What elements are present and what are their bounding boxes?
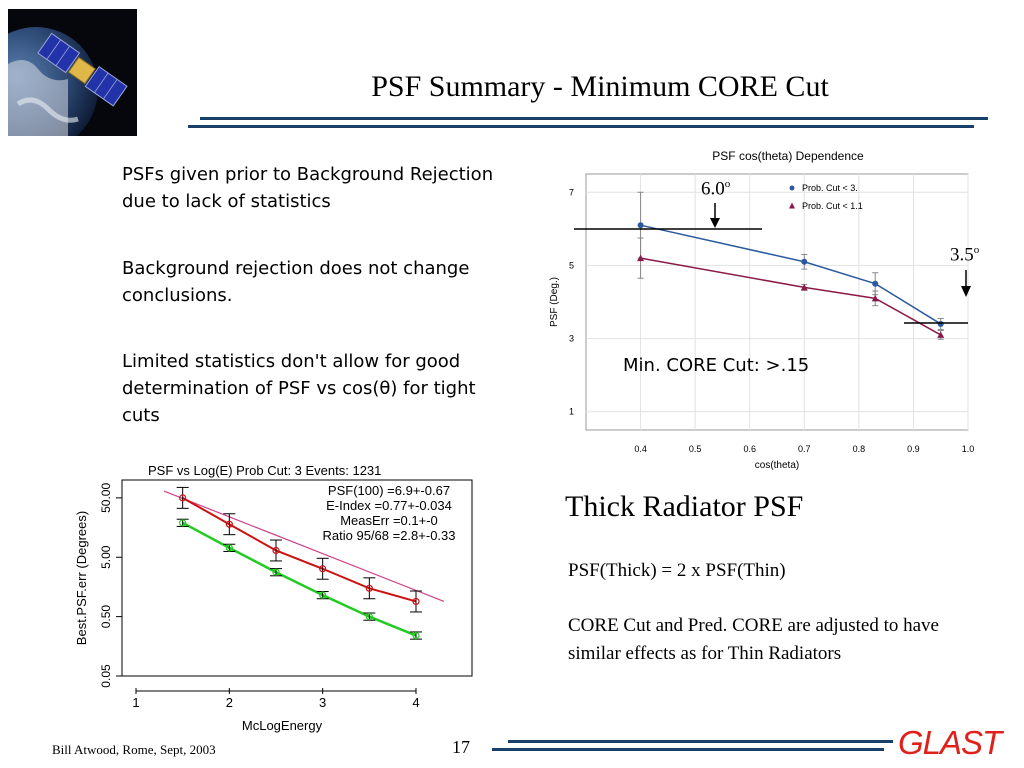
chart2-point — [365, 613, 373, 621]
chart1-xtick-label: 0.6 — [743, 444, 756, 454]
chart1-point — [871, 294, 879, 302]
chart2-xtick-label: 2 — [226, 695, 233, 710]
annotation-35-deg: 3.5o — [950, 244, 980, 266]
chart2-point — [225, 544, 233, 552]
chart1-point — [637, 222, 644, 229]
chart2-xtick-label: 4 — [412, 695, 419, 710]
chart1-title: PSF cos(theta) Dependence — [712, 149, 864, 163]
glast-logo: GLAST — [898, 724, 1002, 761]
arrow-6-icon — [710, 218, 720, 228]
chart2-point — [179, 494, 187, 502]
chart2-point — [179, 519, 187, 527]
chart2-point — [272, 546, 280, 555]
psf-costheta-chart: PSF cos(theta) Dependence 0.4 0.5 0.6 0.7 0.… — [549, 149, 975, 471]
chart1-series-line — [640, 224, 942, 325]
bullet-3: Limited statistics don't allow for good … — [122, 351, 476, 426]
chart1-ytick-label: 5 — [569, 260, 574, 270]
chart2-plot-area — [121, 479, 473, 677]
chart2-ytick-label: 0.05 — [99, 664, 113, 688]
chart2-point — [225, 520, 233, 528]
psf-vs-loge-chart: PSF vs Log(E) Prob Cut: 3 Events: 1231 1… — [74, 463, 473, 733]
chart2-point — [319, 591, 327, 599]
chart2-ytick-label: 0.50 — [99, 605, 113, 629]
bullet-1: PSFs given prior to Background Rejection… — [122, 164, 494, 212]
chart2-point — [365, 584, 373, 592]
chart2-annotation: MeasErr =0.1+-0 — [340, 513, 438, 528]
chart1-xtick-label: 0.9 — [907, 444, 920, 454]
arrow-35-icon — [961, 286, 971, 297]
chart1-legend-label: Prob. Cut < 1.1 — [802, 201, 863, 211]
chart1-series-line — [640, 257, 942, 336]
thick-radiator-line-1: PSF(Thick) = 2 x PSF(Thin) — [568, 560, 786, 581]
chart1-ytick-label: 7 — [569, 187, 574, 197]
chart2-series-line — [182, 521, 417, 637]
chart2-ytick-label: 50.00 — [99, 483, 113, 513]
chart1-ytick-label: 1 — [569, 407, 574, 417]
satellite-image — [8, 9, 137, 136]
chart2-point — [412, 597, 420, 606]
chart1-point — [937, 331, 945, 338]
footer-author: Bill Atwood, Rome, Sept, 2003 — [52, 742, 216, 757]
annotation-6-deg: 6.0o — [701, 178, 731, 200]
chart2-annotation: Ratio 95/68 =2.8+-0.33 — [323, 528, 456, 543]
min-core-cut-label: Min. CORE Cut: >.15 — [623, 355, 810, 376]
chart1-legend-label: Prob. Cut < 3. — [802, 183, 858, 193]
chart1-point — [637, 254, 645, 262]
chart1-xtick-label: 0.5 — [689, 444, 702, 454]
chart2-title: PSF vs Log(E) Prob Cut: 3 Events: 1231 — [148, 463, 381, 478]
chart1-ytick-label: 3 — [569, 334, 574, 344]
chart2-xtick-label: 3 — [319, 695, 326, 710]
chart2-xlabel: McLogEnergy — [242, 718, 323, 733]
chart2-annotation: PSF(100) =6.9+-0.67 — [328, 483, 450, 498]
thick-radiator-line-2: CORE Cut and Pred. CORE are adjusted to … — [568, 615, 939, 664]
chart1-point — [872, 280, 879, 287]
slide-title: PSF Summary - Minimum CORE Cut — [371, 70, 829, 103]
chart1-xtick-label: 0.8 — [853, 444, 866, 454]
chart1-point — [800, 283, 808, 291]
chart1-legend-marker — [789, 185, 795, 191]
chart2-ytick-label: 5.00 — [99, 545, 113, 569]
chart1-xtick-label: 0.4 — [634, 444, 647, 454]
bullet-2: Background rejection does not change con… — [122, 258, 470, 306]
chart1-xlabel: cos(theta) — [755, 460, 799, 471]
chart1-xtick-label: 1.0 — [962, 444, 975, 454]
chart2-point — [319, 565, 327, 573]
chart2-point — [272, 568, 280, 576]
title-rule-bottom — [188, 125, 974, 128]
chart1-ylabel: PSF (Deg.) — [549, 277, 560, 327]
title-rule-top — [200, 117, 988, 120]
chart1-point — [801, 258, 808, 265]
chart2-xtick-label: 1 — [132, 695, 139, 710]
chart2-point — [412, 631, 420, 640]
chart2-ylabel: Best.PSF.err (Degrees) — [74, 511, 89, 645]
chart1-xtick-label: 0.7 — [798, 444, 811, 454]
chart2-fit-line — [163, 490, 445, 603]
chart1-annotations — [574, 203, 971, 324]
chart2-series-line — [182, 497, 417, 603]
footer-rule-bottom — [492, 748, 884, 751]
footer-rule-top — [508, 740, 893, 743]
chart2-annotation: E-Index =0.77+-0.034 — [326, 498, 452, 513]
thick-radiator-title: Thick Radiator PSF — [565, 490, 804, 523]
page-number: 17 — [452, 737, 470, 757]
chart1-legend-marker — [789, 202, 795, 209]
